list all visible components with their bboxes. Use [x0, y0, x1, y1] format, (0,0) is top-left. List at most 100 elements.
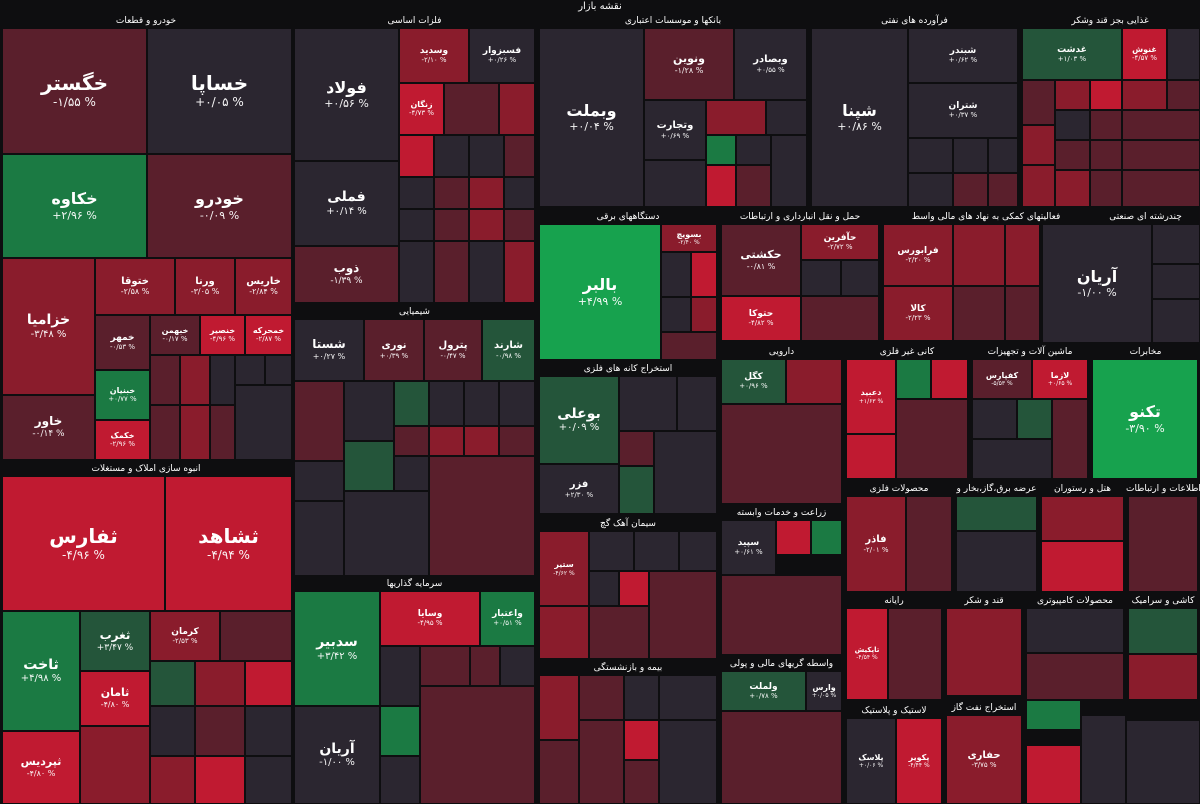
tile-small[interactable]: [1017, 399, 1052, 439]
tile-small[interactable]: [380, 756, 420, 804]
tile-fazar2[interactable]: فاذر -۲/۰۱ %: [846, 496, 906, 592]
tile-small[interactable]: [434, 177, 469, 209]
tile-small[interactable]: [956, 496, 1037, 531]
tile-small[interactable]: [721, 711, 842, 804]
tile-small[interactable]: [504, 135, 535, 177]
tile-small[interactable]: [434, 209, 469, 241]
tile-small[interactable]: [500, 646, 535, 686]
tile-small[interactable]: [294, 501, 344, 576]
tile-small[interactable]: [195, 661, 245, 706]
tile-small[interactable]: [896, 399, 968, 479]
tile-small[interactable]: [344, 441, 394, 491]
tile-small[interactable]: [1055, 110, 1090, 140]
tile-kala[interactable]: کالا -۲/۲۳ %: [883, 286, 953, 341]
tile-small[interactable]: [1026, 608, 1124, 653]
tile-small[interactable]: [579, 675, 624, 720]
tile-small[interactable]: [420, 646, 470, 686]
tile-small[interactable]: [953, 224, 1005, 286]
tile-small[interactable]: [245, 661, 292, 706]
tile-small[interactable]: [589, 571, 619, 606]
tile-small[interactable]: [150, 756, 195, 804]
tile-sepid[interactable]: سپید +۰/۶۱ %: [721, 520, 776, 575]
tile-small[interactable]: [1122, 80, 1167, 110]
tile-small[interactable]: [619, 571, 649, 606]
tile-small[interactable]: [504, 209, 535, 241]
tile-shasta[interactable]: آریان -۱/۰۰ %: [1042, 224, 1152, 343]
tile-small[interactable]: [429, 426, 464, 456]
tile-small[interactable]: [394, 426, 429, 456]
tile-small[interactable]: [220, 611, 292, 661]
tile-small[interactable]: [931, 359, 968, 399]
tile-khazar[interactable]: کفپارس -۵/۵۳ %: [972, 359, 1032, 399]
tile-small[interactable]: [624, 760, 659, 804]
tile-vbmellat[interactable]: وبملت +۰/۰۴ %: [539, 28, 644, 207]
tile-small[interactable]: [1041, 541, 1124, 592]
tile-small[interactable]: [1090, 170, 1122, 207]
tile-small[interactable]: [399, 177, 434, 209]
tile-small[interactable]: [210, 405, 235, 460]
tile-akhaber[interactable]: تکنو -۳/۹۰ %: [1092, 359, 1198, 479]
tile-ghadasht[interactable]: غدشت +۱/۰۳ %: [1022, 28, 1122, 80]
tile-small[interactable]: [504, 241, 535, 303]
tile-small[interactable]: [469, 241, 504, 303]
tile-small[interactable]: [429, 456, 535, 576]
tile-small[interactable]: [1041, 496, 1124, 541]
tile-khanin[interactable]: خبنیان +۰/۷۷ %: [95, 370, 150, 420]
tile-kafpars[interactable]: دعبید +۱/۶۳ %: [846, 359, 896, 434]
tile-khansir[interactable]: خنصیر -۴/۹۶ %: [200, 315, 245, 355]
tile-small[interactable]: [619, 466, 654, 514]
tile-small[interactable]: [539, 606, 589, 659]
tile-khmehr[interactable]: خمهر -۰/۵۳ %: [95, 315, 150, 370]
tile-small[interactable]: [888, 608, 942, 700]
tile-small[interactable]: [469, 135, 504, 177]
tile-small[interactable]: [434, 135, 469, 177]
tile-khodro[interactable]: خودرو -۰/۰۹ %: [147, 154, 292, 258]
tile-vaelmat[interactable]: ولملت +۰/۷۸ %: [721, 671, 806, 711]
tile-small[interactable]: [677, 376, 717, 431]
tile-khakave[interactable]: خکاوه +۲/۹۶ %: [2, 154, 147, 258]
tile-small[interactable]: [619, 376, 677, 431]
tile-sadbar[interactable]: سدبیر +۳/۴۲ %: [294, 591, 380, 706]
tile-small[interactable]: [464, 381, 499, 426]
tile-small[interactable]: [644, 160, 706, 207]
tile-small[interactable]: [539, 740, 579, 804]
tile-hafari[interactable]: حفاری -۳/۷۵ %: [946, 715, 1022, 804]
tile-small[interactable]: [499, 426, 535, 456]
tile-small[interactable]: [624, 720, 659, 760]
tile-shahed[interactable]: ثشاهد -۴/۹۴ %: [165, 476, 292, 611]
tile-palask[interactable]: پلاسک +۰/۰۶ %: [846, 718, 896, 804]
tile-small[interactable]: [470, 646, 500, 686]
tile-khrnta[interactable]: ورنا -۳/۰۵ %: [175, 258, 235, 315]
tile-khavar[interactable]: خاور -۰/۱۴ %: [2, 395, 95, 460]
tile-small[interactable]: [80, 726, 150, 804]
tile-faraboors[interactable]: فرابورس -۲/۲۰ %: [883, 224, 953, 286]
tile-small[interactable]: [1081, 715, 1126, 804]
tile-vesaya[interactable]: وسایا -۴/۹۵ %: [380, 591, 480, 646]
tile-khazamia[interactable]: خزامیا -۳/۴۸ %: [2, 258, 95, 395]
tile-small[interactable]: [691, 297, 717, 332]
tile-shpna[interactable]: شپنا +۰/۸۶ %: [811, 28, 908, 207]
tile-small[interactable]: [1022, 125, 1055, 165]
tile-small[interactable]: [235, 355, 265, 385]
tile-small[interactable]: [180, 405, 210, 460]
tile-hafarin[interactable]: حآفرین -۲/۷۲ %: [801, 224, 879, 260]
tile-small[interactable]: [706, 165, 736, 207]
tile-small[interactable]: [846, 434, 896, 479]
tile-small[interactable]: [150, 706, 195, 756]
tile-small[interactable]: [245, 756, 292, 804]
tile-fesazar[interactable]: فسبزوار +۰/۲۶ %: [469, 28, 535, 83]
tile-fazar[interactable]: بوعلی +۰/۰۹ %: [539, 376, 619, 464]
tile-small[interactable]: [634, 531, 679, 571]
tile-shared[interactable]: پترول -۰/۴۷ %: [424, 319, 482, 381]
tile-varas[interactable]: وارس +۰/۰۵ %: [806, 671, 842, 711]
tile-kerman[interactable]: کرمان -۲/۵۳ %: [150, 611, 220, 661]
tile-small[interactable]: [504, 177, 535, 209]
tile-small[interactable]: [906, 496, 952, 592]
tile-small[interactable]: [499, 381, 535, 426]
tile-small[interactable]: [235, 385, 292, 460]
tile-small[interactable]: [1052, 399, 1088, 479]
tile-small[interactable]: [265, 355, 292, 385]
tile-small[interactable]: [659, 720, 717, 804]
tile-small[interactable]: [896, 359, 931, 399]
tile-small[interactable]: [469, 177, 504, 209]
